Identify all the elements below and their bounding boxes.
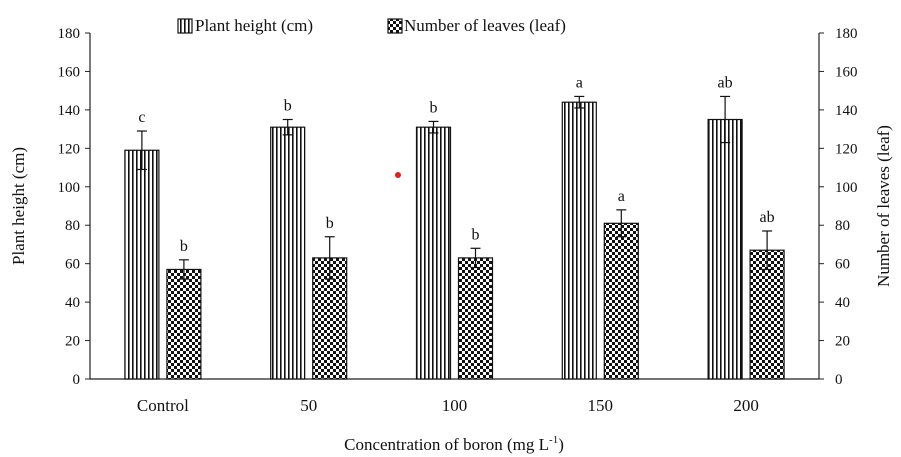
left-tick-label: 140: [58, 103, 81, 119]
y-axis-title: Plant height (cm): [9, 147, 28, 265]
significance-letter-number-of-leaves: b: [326, 215, 334, 232]
bar-plant-height: [561, 101, 597, 380]
left-tick-label: 0: [73, 372, 81, 388]
significance-letter-number-of-leaves: ab: [760, 209, 775, 226]
left-tick-label: 160: [58, 64, 81, 80]
right-tick-label: 140: [835, 103, 858, 119]
x-axis-title-superscript: -1: [549, 434, 558, 446]
legend-swatch-plant-height: [177, 18, 193, 34]
category-label: 100: [442, 396, 468, 415]
bar-plant-height: [270, 126, 306, 380]
right-tick-label: 180: [835, 26, 858, 42]
legend-swatch-number-of-leaves: [387, 18, 403, 34]
significance-letter-number-of-leaves: b: [472, 226, 480, 243]
bars: c b b b b b a a ab ab: [124, 74, 785, 380]
bar-number-of-leaves: [166, 268, 202, 380]
significance-letter-plant-height: b: [430, 99, 438, 116]
legend-label-plant-height: Plant height (cm): [195, 16, 313, 35]
significance-letter-number-of-leaves: a: [618, 188, 625, 205]
right-tick-label: 120: [835, 141, 858, 157]
right-tick-label: 100: [835, 180, 858, 196]
left-tick-label: 20: [65, 334, 80, 350]
bar-plant-height: [707, 118, 743, 380]
bar-number-of-leaves: [603, 222, 639, 380]
category-label: 150: [588, 396, 614, 415]
bar-number-of-leaves: [457, 257, 494, 380]
left-tick-label: 120: [58, 141, 81, 157]
right-tick-label: 80: [835, 218, 850, 234]
left-y-ticks: 0 20 40 60 80 100 120 140 160 180: [58, 26, 90, 388]
left-tick-label: 60: [65, 257, 80, 273]
significance-letter-number-of-leaves: b: [180, 238, 188, 255]
significance-letter-plant-height: b: [284, 98, 292, 115]
bar-number-of-leaves: [749, 249, 785, 380]
x-tick-labels: Control 50 100 150 200: [137, 396, 759, 415]
left-tick-label: 80: [65, 218, 80, 234]
right-tick-label: 160: [835, 64, 858, 80]
right-tick-label: 0: [835, 372, 843, 388]
left-tick-label: 100: [58, 180, 81, 196]
red-dot-marker: [395, 172, 401, 178]
right-tick-label: 60: [835, 257, 850, 273]
left-tick-label: 180: [58, 26, 81, 42]
category-label: 50: [300, 396, 317, 415]
bar-plant-height: [415, 126, 452, 380]
bar-plant-height: [124, 149, 160, 380]
right-tick-label: 40: [835, 295, 850, 311]
x-axis-title: Concentration of boron (mg L-1): [344, 434, 564, 454]
legend: Plant height (cm) Number of leaves (leaf…: [177, 16, 566, 35]
category-label: 200: [733, 396, 759, 415]
significance-letter-plant-height: c: [138, 109, 145, 126]
x-axis-title-tail: ): [558, 435, 564, 454]
significance-letter-plant-height: ab: [718, 74, 733, 91]
right-tick-label: 20: [835, 334, 850, 350]
legend-label-number-of-leaves: Number of leaves (leaf): [404, 16, 566, 35]
right-y-ticks: 0 20 40 60 80 100 120 140 160 180: [819, 26, 858, 388]
left-tick-label: 40: [65, 295, 80, 311]
x-axis-title-main: Concentration of boron (mg L: [344, 435, 549, 454]
significance-letter-plant-height: a: [576, 74, 583, 91]
y2-axis-title: Number of leaves (leaf): [874, 125, 893, 287]
category-label: Control: [137, 396, 189, 415]
